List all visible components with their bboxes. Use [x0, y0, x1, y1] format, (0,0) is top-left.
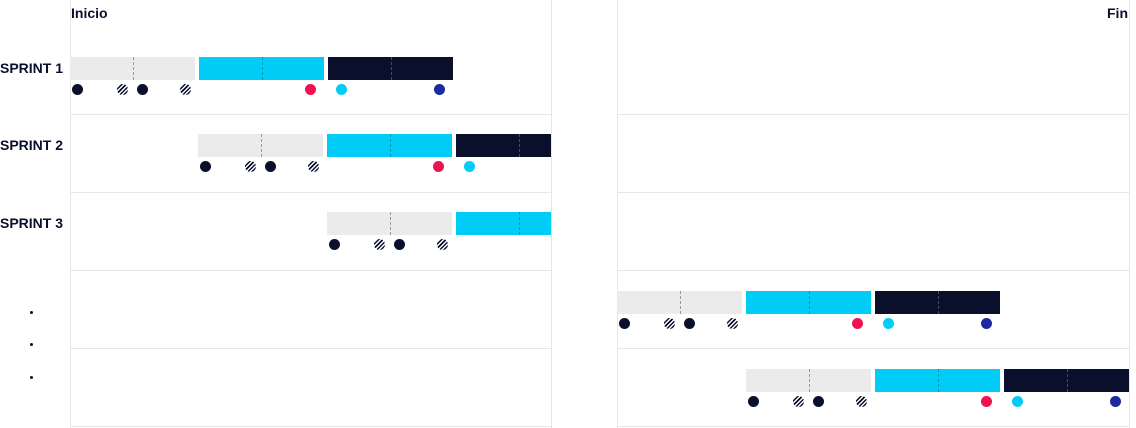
milestone-dot: [851, 317, 863, 329]
midpoint-tick: [260, 134, 262, 157]
cyan-phase-bar: [456, 212, 551, 235]
midpoint-tick: [389, 212, 391, 235]
milestone-dot: [304, 83, 316, 95]
milestone-dot: [328, 238, 340, 250]
end-label: Fin: [1107, 5, 1128, 21]
hatched-milestone-dot: [116, 83, 128, 95]
panel-border-left: [617, 0, 618, 428]
dark-phase-bar: [456, 134, 551, 157]
cyan-phase-bar: [875, 369, 1000, 392]
row-divider: [617, 348, 1130, 349]
milestone-dot: [980, 395, 992, 407]
grey-phase-bar: [746, 369, 871, 392]
dark-phase-bar: [1004, 369, 1129, 392]
milestone-dot: [747, 395, 759, 407]
midpoint-tick: [390, 57, 392, 80]
milestone-dot: [1011, 395, 1023, 407]
row-divider: [70, 270, 552, 271]
hatched-milestone-dot: [663, 317, 675, 329]
grey-phase-bar: [70, 57, 195, 80]
midpoint-tick: [132, 57, 134, 80]
panel-border-right: [1129, 0, 1130, 428]
midpoint-tick: [389, 134, 391, 157]
row-divider: [617, 426, 1130, 427]
milestone-dot: [812, 395, 824, 407]
hatched-milestone-dot: [373, 238, 385, 250]
milestone-dot: [71, 83, 83, 95]
ellipsis-dot: [30, 376, 33, 379]
midpoint-tick: [808, 369, 810, 392]
milestone-dot: [136, 83, 148, 95]
row-divider: [70, 348, 552, 349]
milestone-dot: [683, 317, 695, 329]
midpoint-tick: [518, 134, 520, 157]
hatched-milestone-dot: [179, 83, 191, 95]
milestone-dot: [1109, 395, 1121, 407]
midpoint-tick: [679, 291, 681, 314]
hatched-milestone-dot: [726, 317, 738, 329]
sprint-label-3: SPRINT 3: [0, 215, 64, 231]
milestone-dot: [393, 238, 405, 250]
grey-phase-bar: [327, 212, 452, 235]
milestone-dot: [980, 317, 992, 329]
hatched-milestone-dot: [855, 395, 867, 407]
milestone-dot: [335, 83, 347, 95]
row-divider: [617, 270, 1130, 271]
ellipsis-dot: [30, 311, 33, 314]
hatched-milestone-dot: [307, 160, 319, 172]
row-divider: [617, 192, 1130, 193]
milestone-dot: [264, 160, 276, 172]
hatched-milestone-dot: [436, 238, 448, 250]
panel-border-right: [551, 0, 552, 428]
sprint-label-1: SPRINT 1: [0, 60, 64, 76]
hatched-milestone-dot: [244, 160, 256, 172]
milestone-dot: [432, 160, 444, 172]
row-divider: [70, 192, 552, 193]
cyan-phase-bar: [746, 291, 871, 314]
start-label: Inicio: [71, 5, 108, 21]
cyan-phase-bar: [327, 134, 452, 157]
milestone-dot: [199, 160, 211, 172]
midpoint-tick: [261, 57, 263, 80]
grey-phase-bar: [617, 291, 742, 314]
milestone-dot: [882, 317, 894, 329]
midpoint-tick: [937, 291, 939, 314]
milestone-dot: [463, 160, 475, 172]
row-divider: [70, 426, 552, 427]
midpoint-tick: [1066, 369, 1068, 392]
ellipsis-dot: [30, 343, 33, 346]
dark-phase-bar: [328, 57, 453, 80]
midpoint-tick: [518, 212, 520, 235]
panel-border-left: [70, 0, 71, 428]
milestone-dot: [618, 317, 630, 329]
midpoint-tick: [808, 291, 810, 314]
grey-phase-bar: [198, 134, 323, 157]
cyan-phase-bar: [199, 57, 324, 80]
dark-phase-bar: [875, 291, 1000, 314]
row-divider: [70, 114, 552, 115]
hatched-milestone-dot: [792, 395, 804, 407]
midpoint-tick: [937, 369, 939, 392]
sprint-label-2: SPRINT 2: [0, 137, 64, 153]
milestone-dot: [433, 83, 445, 95]
row-divider: [617, 114, 1130, 115]
